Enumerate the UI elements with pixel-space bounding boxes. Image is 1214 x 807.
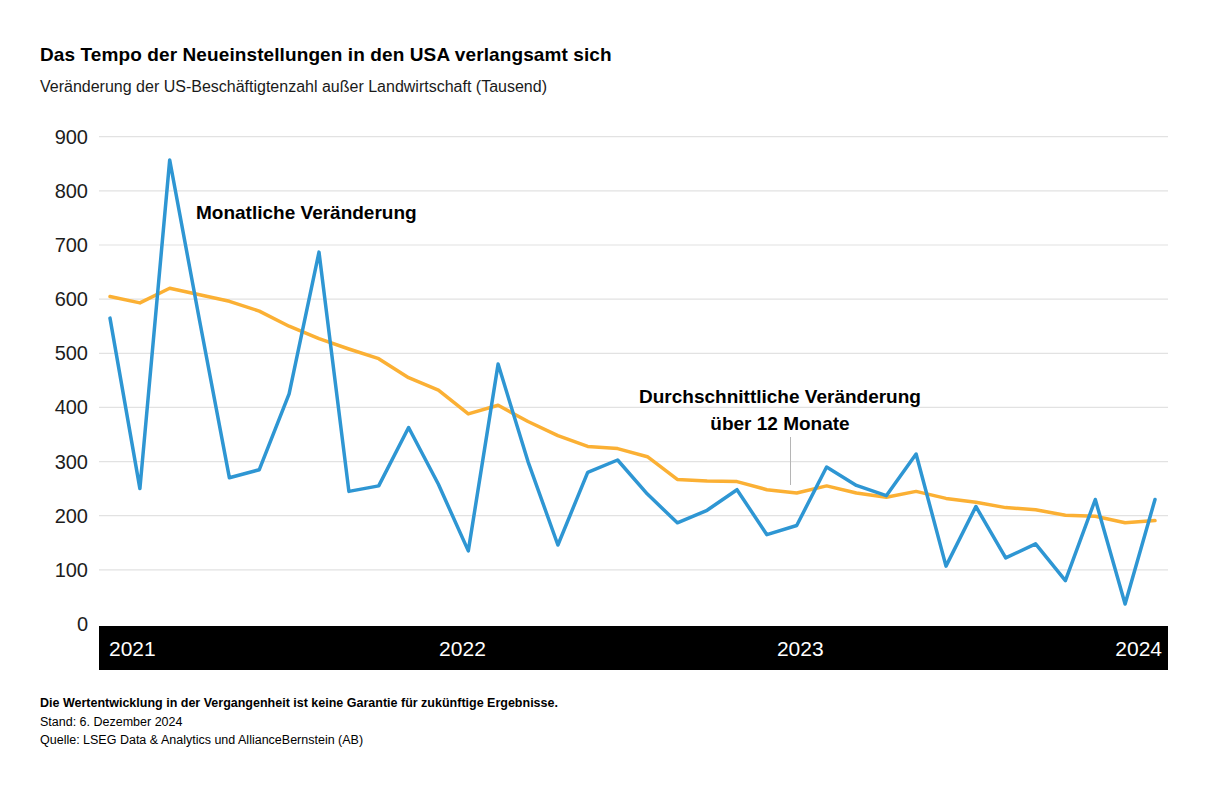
y-tick-label: 100	[0, 558, 88, 582]
y-tick-label: 800	[0, 179, 88, 203]
footer-as-of-date: Stand: 6. Dezember 2024	[40, 713, 558, 732]
y-tick-label: 0	[0, 612, 88, 636]
y-tick-label: 400	[0, 395, 88, 419]
x-axis-year-label-2022: 2022	[439, 626, 486, 670]
x-axis-year-label-2024: 2024	[1115, 626, 1162, 670]
y-tick-label: 900	[0, 125, 88, 149]
annotation-average-line2: über 12 Monate	[620, 410, 940, 437]
y-tick-label: 200	[0, 504, 88, 528]
x-axis-year-label-2023: 2023	[777, 626, 824, 670]
annotation-average-line1: Durchschnittliche Veränderung	[620, 383, 940, 410]
monthly-change-line	[110, 160, 1155, 604]
chart: 900 800 700 600 500 400 300 200 100 0 Monatliche …	[0, 0, 1214, 807]
x-axis-year-label-2021: 2021	[109, 626, 156, 670]
annotation-average-series-label: Durchschnittliche Veränderung über 12 Mo…	[620, 383, 940, 437]
x-axis-year-band: 2021 2022 2023 2024	[99, 626, 1168, 670]
y-tick-label: 500	[0, 341, 88, 365]
annotation-connector-line	[790, 437, 791, 485]
annotation-monthly-series-label: Monatliche Veränderung	[196, 202, 417, 224]
footer-source: Quelle: LSEG Data & Analytics und Allian…	[40, 731, 558, 750]
y-tick-label: 700	[0, 233, 88, 257]
y-tick-label: 600	[0, 287, 88, 311]
footer-disclaimer: Die Wertentwicklung in der Vergangenheit…	[40, 694, 558, 713]
y-tick-label: 300	[0, 450, 88, 474]
plot-svg	[0, 0, 1214, 807]
chart-footer: Die Wertentwicklung in der Vergangenheit…	[40, 694, 558, 750]
